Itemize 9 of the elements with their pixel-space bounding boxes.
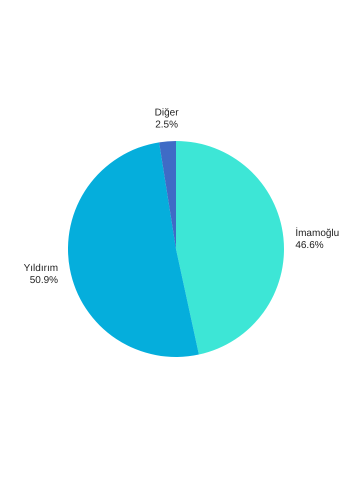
data-label: 50.9% [30, 275, 58, 286]
data-label: 46.6% [295, 240, 324, 252]
pie-slice [159, 141, 176, 249]
slice-label: Yıldırım [24, 263, 58, 274]
slice-label: Diğer [154, 107, 180, 118]
data-label: 2.5% [155, 119, 178, 130]
pie-slice [176, 141, 284, 355]
slice-label: İmamoğlu [295, 227, 340, 240]
pie-slice [68, 142, 199, 357]
